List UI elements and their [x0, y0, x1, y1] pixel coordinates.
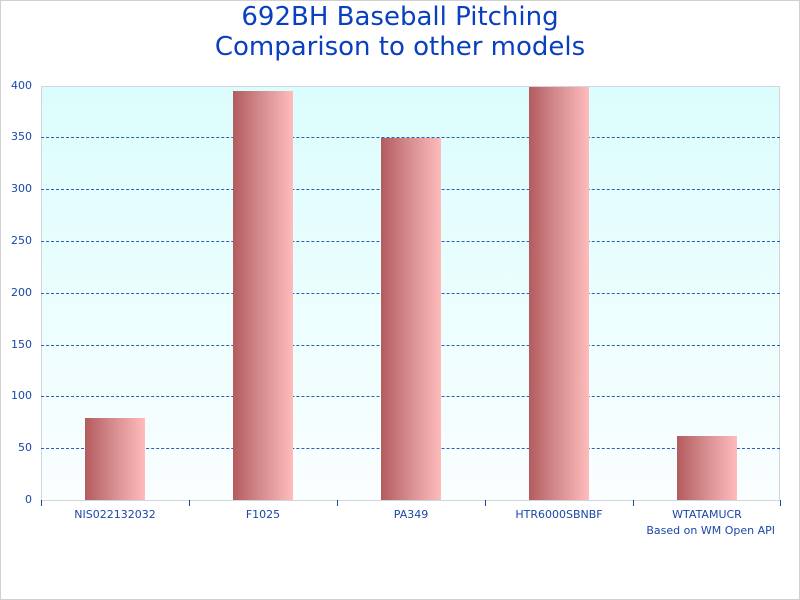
x-axis	[41, 500, 780, 501]
chart-title-line1: 692BH Baseball Pitching	[241, 2, 559, 32]
bar-HTR6000SBNBF[interactable]	[529, 87, 589, 500]
x-label: PA349	[393, 508, 429, 521]
chart-title: 692BH Baseball Pitching Comparison to ot…	[0, 2, 800, 62]
chart-title-line2: Comparison to other models	[214, 32, 586, 62]
x-label: NIS022132032	[74, 508, 156, 521]
x-tick	[41, 500, 42, 506]
y-tick-label: 200	[11, 286, 32, 299]
x-tick	[189, 500, 190, 506]
x-label: F1025	[245, 508, 281, 521]
x-tick	[485, 500, 486, 506]
x-tick	[337, 500, 338, 506]
y-tick-label: 350	[11, 130, 32, 143]
x-tick	[633, 500, 634, 506]
x-label: HTR6000SBNBF	[515, 508, 603, 521]
y-tick-label: 50	[18, 441, 32, 454]
y-tick-label: 250	[11, 234, 32, 247]
gridline-350	[41, 137, 780, 138]
y-tick-label: 300	[11, 182, 32, 195]
bar-NIS022132032[interactable]	[85, 418, 145, 500]
y-tick-label: 100	[11, 389, 32, 402]
bar-PA349[interactable]	[381, 138, 441, 500]
y-tick-label: 400	[11, 79, 32, 92]
y-tick-label: 0	[25, 493, 32, 506]
bar-WTATAMUCR[interactable]	[677, 436, 737, 500]
y-tick-label: 150	[11, 338, 32, 351]
x-label: WTATAMUCR	[672, 508, 742, 521]
x-tick	[780, 500, 781, 506]
credit-text: Based on WM Open API	[646, 524, 775, 537]
bar-F1025[interactable]	[233, 91, 293, 500]
